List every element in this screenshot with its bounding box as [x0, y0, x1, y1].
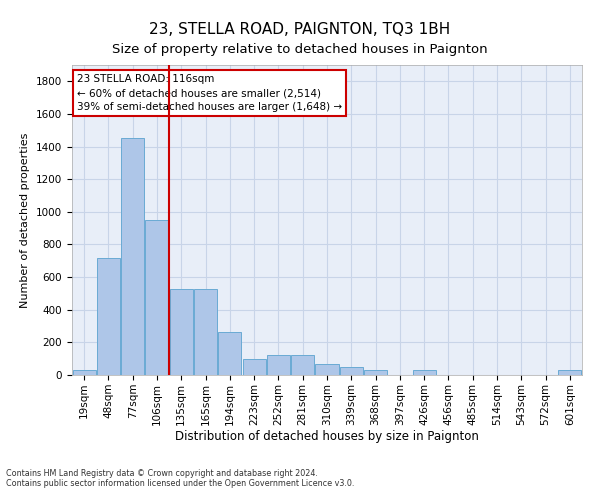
Bar — [194, 288, 217, 375]
Bar — [170, 288, 193, 375]
X-axis label: Distribution of detached houses by size in Paignton: Distribution of detached houses by size … — [175, 430, 479, 444]
Text: 23 STELLA ROAD: 116sqm
← 60% of detached houses are smaller (2,514)
39% of semi-: 23 STELLA ROAD: 116sqm ← 60% of detached… — [77, 74, 342, 112]
Bar — [340, 367, 363, 375]
Bar — [242, 358, 266, 375]
Bar — [218, 332, 241, 375]
Bar — [97, 258, 120, 375]
Text: Contains public sector information licensed under the Open Government Licence v3: Contains public sector information licen… — [6, 479, 355, 488]
Y-axis label: Number of detached properties: Number of detached properties — [20, 132, 31, 308]
Bar — [145, 220, 169, 375]
Text: Size of property relative to detached houses in Paignton: Size of property relative to detached ho… — [112, 42, 488, 56]
Bar — [267, 356, 290, 375]
Bar — [121, 138, 144, 375]
Bar — [364, 370, 387, 375]
Bar — [559, 370, 581, 375]
Bar — [316, 364, 338, 375]
Bar — [413, 370, 436, 375]
Text: 23, STELLA ROAD, PAIGNTON, TQ3 1BH: 23, STELLA ROAD, PAIGNTON, TQ3 1BH — [149, 22, 451, 38]
Bar — [73, 370, 95, 375]
Text: Contains HM Land Registry data © Crown copyright and database right 2024.: Contains HM Land Registry data © Crown c… — [6, 469, 318, 478]
Bar — [291, 356, 314, 375]
